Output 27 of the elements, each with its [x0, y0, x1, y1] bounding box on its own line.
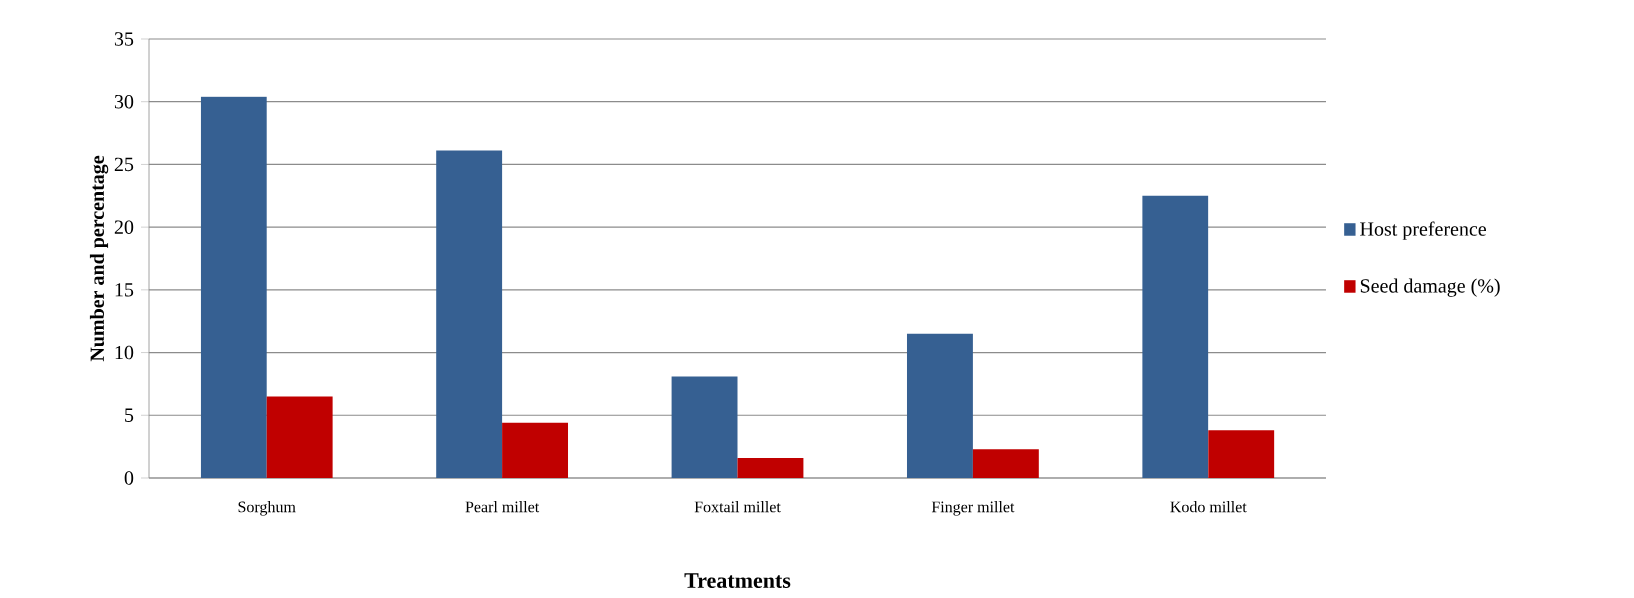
bar: [266, 396, 333, 478]
bar: [972, 449, 1039, 478]
y-axis-title: Number and percentage: [89, 155, 109, 362]
legend-label: Seed damage (%): [1360, 278, 1500, 297]
x-axis-title: Treatments: [684, 573, 791, 588]
bar: [1142, 195, 1209, 478]
x-tick-label: Pearl millet: [465, 501, 540, 513]
x-tick-label: Sorghum: [238, 501, 296, 516]
y-tick-label: 10: [115, 345, 134, 360]
bar: [436, 150, 503, 478]
x-tick-label: Finger millet: [931, 501, 1015, 516]
bar: [502, 422, 569, 478]
y-tick-label: 20: [114, 220, 134, 234]
y-tick-label: 35: [114, 32, 134, 46]
bar: [671, 376, 738, 478]
y-tick-label: 25: [114, 157, 134, 172]
y-tick-label: 15: [115, 283, 134, 297]
legend-label: Host preference: [1360, 221, 1486, 240]
x-tick-label: Foxtail millet: [694, 501, 781, 513]
y-tick-label: 30: [114, 94, 134, 109]
bar: [1208, 430, 1275, 478]
bar: [737, 457, 804, 478]
bar: [200, 96, 267, 478]
y-tick-label: 5: [125, 408, 134, 422]
x-tick-label: Kodo millet: [1170, 501, 1247, 513]
y-tick-label: 0: [124, 471, 134, 485]
bar: [906, 333, 973, 478]
